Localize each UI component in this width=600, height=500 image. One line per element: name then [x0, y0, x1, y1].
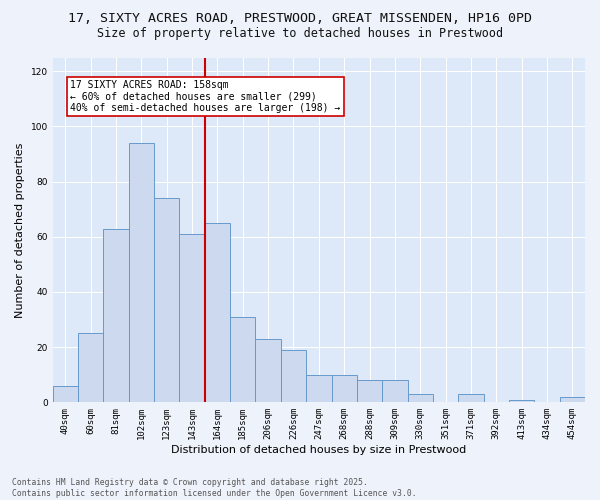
- Bar: [103, 228, 129, 402]
- Bar: [560, 397, 585, 402]
- Text: Contains HM Land Registry data © Crown copyright and database right 2025.
Contai: Contains HM Land Registry data © Crown c…: [12, 478, 416, 498]
- Bar: [332, 374, 357, 402]
- Bar: [230, 317, 256, 402]
- Bar: [205, 223, 230, 402]
- Bar: [509, 400, 535, 402]
- Bar: [129, 143, 154, 403]
- Bar: [407, 394, 433, 402]
- Bar: [458, 394, 484, 402]
- Bar: [306, 374, 332, 402]
- Bar: [357, 380, 382, 402]
- Bar: [179, 234, 205, 402]
- Bar: [154, 198, 179, 402]
- Text: 17 SIXTY ACRES ROAD: 158sqm
← 60% of detached houses are smaller (299)
40% of se: 17 SIXTY ACRES ROAD: 158sqm ← 60% of det…: [70, 80, 341, 113]
- Bar: [256, 339, 281, 402]
- Bar: [281, 350, 306, 403]
- Text: 17, SIXTY ACRES ROAD, PRESTWOOD, GREAT MISSENDEN, HP16 0PD: 17, SIXTY ACRES ROAD, PRESTWOOD, GREAT M…: [68, 12, 532, 26]
- Bar: [78, 334, 103, 402]
- Y-axis label: Number of detached properties: Number of detached properties: [15, 142, 25, 318]
- Bar: [53, 386, 78, 402]
- Text: Size of property relative to detached houses in Prestwood: Size of property relative to detached ho…: [97, 28, 503, 40]
- Bar: [382, 380, 407, 402]
- X-axis label: Distribution of detached houses by size in Prestwood: Distribution of detached houses by size …: [171, 445, 466, 455]
